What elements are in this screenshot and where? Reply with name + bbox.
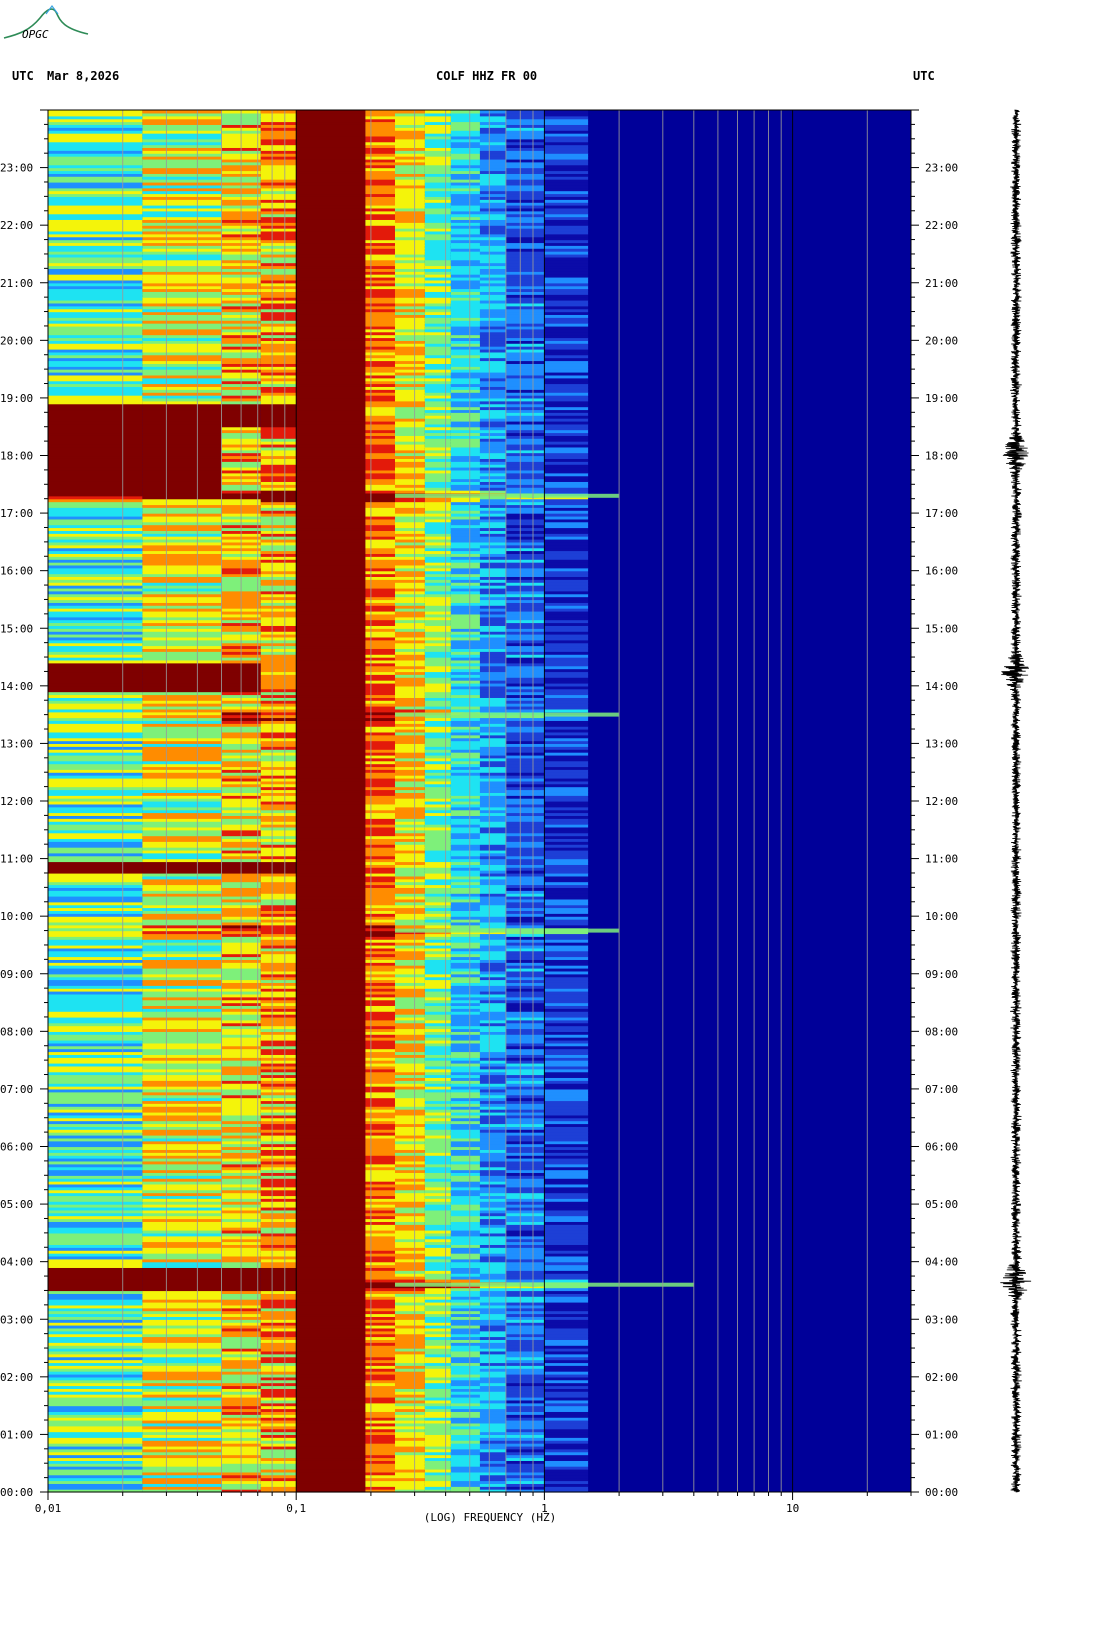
frequency-gridlines: [122, 110, 868, 1492]
y-tick-label-left: 15:00: [0, 622, 33, 635]
header-date: Mar 8,2026: [47, 69, 120, 83]
y-tick-label-right: 00:00: [925, 1486, 958, 1499]
y-tick-label-left: 20:00: [0, 334, 33, 347]
opgc-logo: OPGC: [3, 5, 89, 41]
y-tick-label-left: 23:00: [0, 162, 33, 175]
x-tick-label: 10: [786, 1502, 799, 1515]
y-tick-label-right: 15:00: [925, 622, 958, 635]
y-tick-label-right: 07:00: [925, 1083, 958, 1096]
y-tick-label-right: 21:00: [925, 277, 958, 290]
y-tick-label-left: 01:00: [0, 1428, 33, 1441]
y-tick-label-right: 20:00: [925, 334, 958, 347]
y-tick-label-left: 10:00: [0, 910, 33, 923]
x-tick-label: 0,01: [35, 1502, 62, 1515]
y-tick-label-right: 14:00: [925, 680, 958, 693]
y-tick-label-left: 03:00: [0, 1313, 33, 1326]
y-tick-label-left: 18:00: [0, 450, 33, 463]
y-tick-label-right: 19:00: [925, 392, 958, 405]
y-tick-label-left: 19:00: [0, 392, 33, 405]
y-tick-label-right: 10:00: [925, 910, 958, 923]
frequency-axis: 0,01 0,1 1 10: [35, 1492, 912, 1515]
y-tick-label-right: 05:00: [925, 1198, 958, 1211]
y-tick-label-right: 12:00: [925, 795, 958, 808]
x-tick-label: 1: [541, 1502, 548, 1515]
y-tick-label-left: 00:00: [0, 1486, 33, 1499]
y-tick-label-left: 11:00: [0, 853, 33, 866]
y-tick-label-left: 12:00: [0, 795, 33, 808]
header-station: COLF HHZ FR 00: [436, 69, 538, 83]
y-tick-label-right: 02:00: [925, 1371, 958, 1384]
y-tick-label-left: 02:00: [0, 1371, 33, 1384]
y-tick-label-right: 06:00: [925, 1141, 958, 1154]
y-tick-label-left: 08:00: [0, 1025, 33, 1038]
header-utc-left: UTC: [12, 69, 34, 83]
y-tick-label-left: 21:00: [0, 277, 33, 290]
x-axis-label: (LOG) FREQUENCY (HZ): [424, 1511, 556, 1524]
y-tick-label-left: 06:00: [0, 1141, 33, 1154]
y-tick-label-right: 09:00: [925, 968, 958, 981]
y-tick-label-right: 08:00: [925, 1025, 958, 1038]
y-tick-label-right: 18:00: [925, 450, 958, 463]
y-tick-label-left: 04:00: [0, 1256, 33, 1269]
y-tick-label-left: 13:00: [0, 737, 33, 750]
y-tick-label-right: 04:00: [925, 1256, 958, 1269]
y-tick-label-left: 14:00: [0, 680, 33, 693]
y-tick-label-right: 22:00: [925, 219, 958, 232]
y-tick-label-left: 22:00: [0, 219, 33, 232]
y-tick-label-right: 11:00: [925, 853, 958, 866]
y-tick-label-left: 16:00: [0, 565, 33, 578]
svg-text:OPGC: OPGC: [22, 28, 49, 41]
y-tick-label-right: 13:00: [925, 737, 958, 750]
y-tick-label-right: 17:00: [925, 507, 958, 520]
x-tick-label: 0,1: [286, 1502, 306, 1515]
y-tick-label-left: 05:00: [0, 1198, 33, 1211]
y-tick-label-left: 17:00: [0, 507, 33, 520]
header-utc-right: UTC: [913, 69, 935, 83]
y-tick-label-right: 23:00: [925, 162, 958, 175]
y-tick-label-right: 03:00: [925, 1313, 958, 1326]
y-tick-label-right: 01:00: [925, 1428, 958, 1441]
y-tick-label-left: 09:00: [0, 968, 33, 981]
y-tick-label-left: 07:00: [0, 1083, 33, 1096]
seismogram-trace: [1000, 109, 1032, 1493]
y-tick-label-right: 16:00: [925, 565, 958, 578]
time-axis: 00:00 00:00 01:00 01:00 02:00 02:00 03:00 03:00…: [0, 109, 958, 1499]
seismogram-waveform: [1000, 109, 1032, 1493]
spectrogram-heatmap: [48, 110, 911, 1493]
